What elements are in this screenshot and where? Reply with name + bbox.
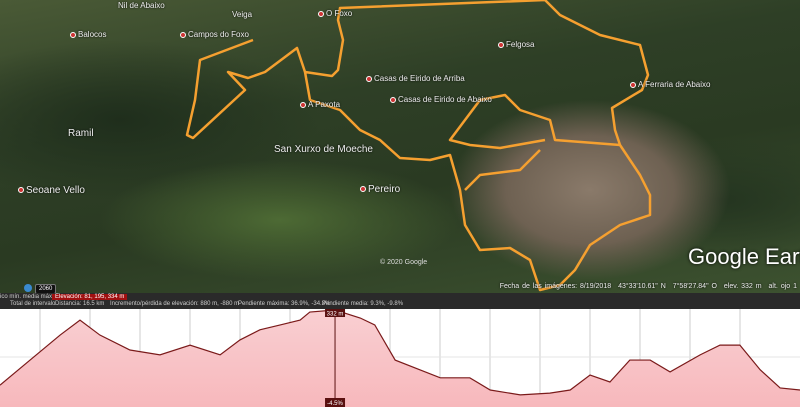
- cursor-slope-label: -4.5%: [327, 401, 343, 407]
- elevation-profile-chart[interactable]: 332 m -4.5%: [0, 309, 800, 407]
- place-pin-icon: [366, 75, 372, 82]
- elevation-area: [0, 310, 800, 407]
- track-overlay: [185, 0, 652, 292]
- status-bar: Fecha de las imágenes: 8/19/2018 43°33'1…: [496, 283, 797, 290]
- place-pin-icon: [318, 10, 324, 17]
- place-label[interactable]: Casas de Eirido de Arriba: [366, 74, 465, 83]
- place-label[interactable]: O Foxo: [318, 9, 352, 18]
- place-label[interactable]: A Paxota: [300, 100, 340, 109]
- profile-svg[interactable]: 332 m -4.5%: [0, 309, 800, 407]
- place-pin-icon: [390, 96, 396, 103]
- globe-icon[interactable]: [24, 284, 32, 292]
- place-label[interactable]: Veiga: [232, 10, 253, 19]
- place-label[interactable]: Nil de Abaixo: [118, 1, 165, 10]
- elevation-stats[interactable]: Elevación: 81, 195, 334 m: [52, 294, 128, 300]
- elevation-profile-infobar: ico mín. media máx. Elevación: 81, 195, …: [0, 293, 800, 309]
- tour-badge[interactable]: 2060: [35, 284, 57, 293]
- cursor-elevation-label: 332 m: [327, 312, 344, 318]
- place-pin-icon: [180, 31, 186, 38]
- avg-slope-stat: Pendiente media: 9.3%, -9.8%: [322, 301, 404, 307]
- graph-labels[interactable]: ico mín. media máx.: [0, 294, 54, 300]
- elevation-readout: elev. 332 m: [723, 283, 762, 290]
- max-slope-stat: Pendiente máxima: 36.9%, -34.3%: [238, 301, 331, 307]
- cursor-elevation-box: [325, 309, 346, 317]
- elevation-line[interactable]: [0, 309, 800, 396]
- place-pin-icon: [70, 31, 76, 38]
- place-label[interactable]: San Xurxo de Moeche: [274, 144, 373, 155]
- gain-loss-stat: Incremento/pérdida de elevación: 880 m, …: [110, 301, 240, 307]
- place-label[interactable]: Casas de Eirido de Abaixo: [390, 95, 492, 104]
- imagery-date: Fecha de las imágenes: 8/19/2018: [499, 283, 612, 290]
- place-label[interactable]: Felgosa: [498, 40, 534, 49]
- place-label[interactable]: A Ferraria de Abaixo: [630, 80, 710, 89]
- place-pin-icon: [498, 41, 504, 48]
- distance-stat: Distancia: 16.5 km: [55, 301, 105, 307]
- place-pin-icon: [630, 81, 636, 88]
- copyright-text: © 2020 Google: [380, 259, 428, 266]
- eye-altitude: alt. ojo 1: [768, 283, 797, 290]
- longitude: 7°58'27.84" O: [672, 283, 717, 290]
- latitude: 43°33'10.61" N: [618, 283, 666, 290]
- route-track[interactable]: [185, 0, 652, 292]
- place-pin-icon: [300, 101, 306, 108]
- place-label[interactable]: Balocos: [70, 30, 106, 39]
- google-earth-logo: Google Earth: [688, 244, 800, 269]
- cursor-slope-box: [325, 398, 346, 407]
- place-label[interactable]: Ramil: [68, 128, 94, 139]
- place-pin-icon: [360, 186, 366, 193]
- place-label[interactable]: Pereiro: [360, 184, 400, 195]
- map-view[interactable]: Nil de Abaixo Veiga O Foxo Balocos Campo…: [0, 0, 800, 293]
- place-label[interactable]: Campos do Foxo: [180, 30, 249, 39]
- place-pin-icon: [18, 187, 24, 194]
- place-label[interactable]: Seoane Vello: [18, 185, 85, 196]
- range-label: Total de intervalo: [10, 301, 56, 307]
